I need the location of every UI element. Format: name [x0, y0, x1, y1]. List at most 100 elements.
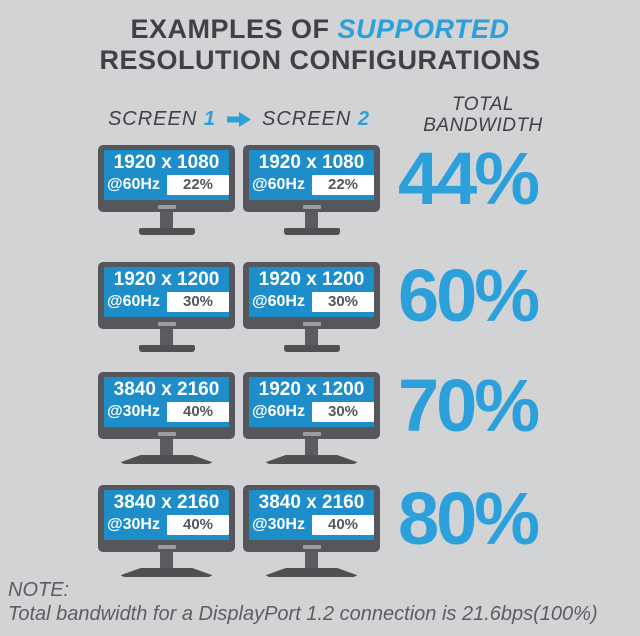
- refresh-row: @60Hz 22%: [104, 174, 229, 195]
- monitor-bezel: 1920 x 1200 @60Hz 30%: [243, 262, 380, 329]
- resolution-text: 1920 x 1200: [113, 269, 220, 290]
- total-bandwidth-header-line1: TOTAL: [452, 94, 514, 115]
- monitor-stand-base: [138, 345, 195, 352]
- monitor-stand-base: [138, 228, 195, 235]
- monitor-display: 1920 x 1080 @60Hz 22%: [104, 150, 229, 200]
- arrow-right-icon: [227, 112, 251, 127]
- refresh-rate-text: @60Hz: [252, 402, 305, 420]
- refresh-rate-text: @60Hz: [252, 175, 305, 193]
- monitor-stand-neck: [305, 552, 318, 568]
- bandwidth-badge: 40%: [167, 401, 229, 422]
- monitor-stand-neck: [305, 212, 318, 228]
- refresh-row: @30Hz 40%: [104, 401, 229, 422]
- monitor-stand-base: [283, 345, 340, 352]
- monitor-screen2: 1920 x 1200 @60Hz 30%: [243, 372, 380, 464]
- monitor-pair: 3840 x 2160 @30Hz 40% 3840 x 2160: [98, 485, 380, 577]
- monitor-power-button-icon: [157, 432, 176, 436]
- monitor-display: 1920 x 1200 @60Hz 30%: [249, 377, 374, 427]
- monitor-bezel: 1920 x 1080 @60Hz 22%: [243, 145, 380, 212]
- screen2-header: SCREEN 2: [262, 108, 370, 131]
- total-bandwidth-header-line2: BANDWIDTH: [423, 115, 543, 136]
- title-line1-prefix: EXAMPLES OF: [130, 14, 338, 44]
- monitor-stand-base: [283, 228, 340, 235]
- resolution-text: 1920 x 1080: [113, 152, 220, 173]
- monitor-stand-neck: [305, 329, 318, 345]
- monitor-power-button-icon: [157, 545, 176, 549]
- monitor-stand-base: [120, 568, 213, 577]
- total-bandwidth-value: 70%: [398, 364, 540, 447]
- refresh-row: @60Hz 30%: [249, 401, 374, 422]
- config-row-3: 3840 x 2160 @30Hz 40% 1920 x 1200: [98, 364, 540, 464]
- monitor-power-button-icon: [302, 545, 321, 549]
- monitor-bezel: 1920 x 1080 @60Hz 22%: [98, 145, 235, 212]
- monitor-display: 1920 x 1080 @60Hz 22%: [249, 150, 374, 200]
- page-title: EXAMPLES OF SUPPORTED RESOLUTION CONFIGU…: [0, 14, 640, 76]
- refresh-rate-text: @60Hz: [107, 175, 160, 193]
- total-bandwidth-value: 80%: [398, 477, 540, 560]
- total-bandwidth-header: TOTAL BANDWIDTH: [398, 94, 568, 136]
- total-bandwidth-value: 60%: [398, 254, 540, 337]
- monitor-bezel: 3840 x 2160 @30Hz 40%: [98, 485, 235, 552]
- resolution-text: 1920 x 1200: [258, 379, 365, 400]
- bandwidth-badge: 30%: [312, 291, 374, 312]
- monitor-display: 3840 x 2160 @30Hz 40%: [104, 490, 229, 540]
- monitor-power-button-icon: [157, 322, 176, 326]
- footnote-text: Total bandwidth for a DisplayPort 1.2 co…: [8, 603, 598, 625]
- refresh-rate-text: @30Hz: [107, 515, 160, 533]
- monitor-bezel: 3840 x 2160 @30Hz 40%: [243, 485, 380, 552]
- monitor-stand-neck: [160, 329, 173, 345]
- bandwidth-badge: 30%: [312, 401, 374, 422]
- monitor-stand-base: [120, 455, 213, 464]
- monitor-stand-base: [265, 455, 358, 464]
- screen-columns-header: SCREEN 1 SCREEN 2: [98, 108, 380, 131]
- refresh-rate-text: @60Hz: [107, 292, 160, 310]
- monitor-bezel: 1920 x 1200 @60Hz 30%: [243, 372, 380, 439]
- refresh-row: @60Hz 22%: [249, 174, 374, 195]
- resolution-text: 3840 x 2160: [113, 379, 220, 400]
- screen1-number: 1: [203, 108, 216, 130]
- bandwidth-badge: 40%: [312, 514, 374, 535]
- monitor-screen1: 3840 x 2160 @30Hz 40%: [98, 485, 235, 577]
- resolution-text: 1920 x 1080: [258, 152, 365, 173]
- screen2-number: 2: [357, 108, 371, 130]
- monitor-stand-base: [265, 568, 358, 577]
- bandwidth-badge: 22%: [312, 174, 374, 195]
- resolution-text: 3840 x 2160: [113, 492, 220, 513]
- refresh-row: @60Hz 30%: [104, 291, 229, 312]
- refresh-row: @30Hz 40%: [249, 514, 374, 535]
- monitor-bezel: 3840 x 2160 @30Hz 40%: [98, 372, 235, 439]
- monitor-stand-neck: [160, 212, 173, 228]
- monitor-pair: 3840 x 2160 @30Hz 40% 1920 x 1200: [98, 372, 380, 464]
- monitor-display: 3840 x 2160 @30Hz 40%: [104, 377, 229, 427]
- screen2-label: SCREEN: [262, 108, 352, 130]
- monitor-stand-neck: [305, 439, 318, 455]
- monitor-screen2: 1920 x 1200 @60Hz 30%: [243, 262, 380, 352]
- refresh-rate-text: @30Hz: [252, 515, 305, 533]
- bandwidth-badge: 30%: [167, 291, 229, 312]
- monitor-power-button-icon: [302, 205, 321, 209]
- screen1-label: SCREEN: [107, 108, 198, 130]
- bandwidth-badge: 22%: [167, 174, 229, 195]
- monitor-stand-neck: [160, 439, 173, 455]
- monitor-screen1: 3840 x 2160 @30Hz 40%: [98, 372, 235, 464]
- config-row-1: 1920 x 1080 @60Hz 22% 1920 x 1080: [98, 137, 540, 235]
- resolution-text: 3840 x 2160: [258, 492, 365, 513]
- monitor-display: 1920 x 1200 @60Hz 30%: [249, 267, 374, 317]
- monitor-stand-neck: [160, 552, 173, 568]
- refresh-rate-text: @60Hz: [252, 292, 305, 310]
- footnote-label: NOTE:: [8, 579, 70, 601]
- monitor-pair: 1920 x 1200 @60Hz 30% 1920 x 1200: [98, 262, 380, 352]
- monitor-display: 1920 x 1200 @60Hz 30%: [104, 267, 229, 317]
- monitor-power-button-icon: [302, 322, 321, 326]
- title-line1: EXAMPLES OF SUPPORTED: [0, 14, 640, 45]
- monitor-display: 3840 x 2160 @30Hz 40%: [249, 490, 374, 540]
- monitor-screen1: 1920 x 1200 @60Hz 30%: [98, 262, 235, 352]
- monitor-power-button-icon: [302, 432, 321, 436]
- total-bandwidth-value: 44%: [398, 137, 540, 220]
- screen1-header: SCREEN 1: [108, 108, 216, 131]
- refresh-row: @60Hz 30%: [249, 291, 374, 312]
- config-row-2: 1920 x 1200 @60Hz 30% 1920 x 1200: [98, 254, 540, 352]
- monitor-power-button-icon: [157, 205, 176, 209]
- footnote: NOTE: Total bandwidth for a DisplayPort …: [8, 578, 636, 626]
